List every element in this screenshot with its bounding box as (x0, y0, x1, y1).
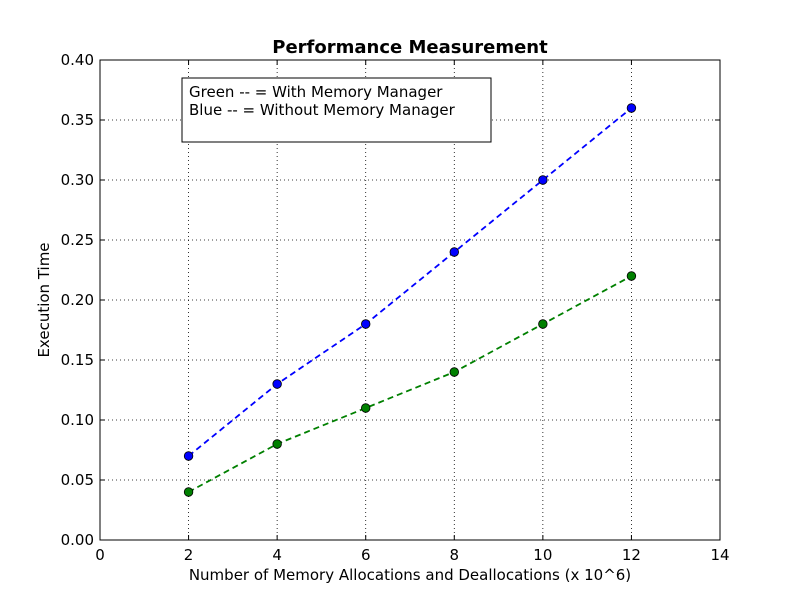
series-line-1 (188, 275, 632, 493)
y-tick-label: 0.05 (61, 471, 94, 489)
series-1-point (538, 319, 548, 329)
x-tick-label: 0 (95, 546, 105, 564)
series-0-point (183, 451, 194, 461)
x-tick-label: 4 (272, 546, 282, 564)
chart-title: Performance Measurement (272, 37, 548, 58)
series-1-point (183, 487, 194, 497)
series-0-point (626, 103, 637, 113)
ticks: 0 2 4 6 8 10 12 14 0.00 0.05 0.10 0.15 0.20 0.25 0.30 0… (61, 51, 730, 564)
series-layer (183, 103, 637, 497)
series-0-point (449, 247, 459, 257)
y-tick-label: 0.00 (61, 531, 94, 549)
series-0-point (361, 319, 371, 329)
y-tick-label: 0.10 (61, 411, 94, 429)
series-line-0 (188, 107, 632, 457)
series-0-point (538, 175, 548, 185)
x-tick-label: 12 (622, 546, 641, 564)
y-tick-label: 0.40 (61, 51, 94, 69)
x-tick-label: 10 (533, 546, 552, 564)
y-tick-label: 0.30 (61, 171, 94, 189)
x-tick-label: 6 (361, 546, 371, 564)
annotation-frame (181, 77, 492, 143)
y-axis-title: Execution Time (35, 242, 53, 357)
x-tick-label: 14 (710, 546, 729, 564)
x-axis-title: Number of Memory Allocations and Dealloc… (189, 566, 631, 584)
x-tick-label: 8 (450, 546, 460, 564)
annotation-box: Green -- = With Memory Manager Blue -- =… (181, 77, 492, 143)
series-1-point (361, 403, 371, 413)
y-tick-label: 0.25 (61, 231, 94, 249)
series-1-point (449, 367, 459, 377)
annotation-line-blue: Blue -- = Without Memory Manager (189, 101, 456, 119)
y-tick-label: 0.35 (61, 111, 94, 129)
series-1-point (272, 439, 282, 449)
series-0-point (272, 379, 282, 389)
series-1-point (626, 271, 637, 281)
x-tick-label: 2 (184, 546, 194, 564)
y-tick-label: 0.20 (61, 291, 94, 309)
annotation-line-green: Green -- = With Memory Manager (189, 83, 443, 101)
y-tick-label: 0.15 (61, 351, 94, 369)
